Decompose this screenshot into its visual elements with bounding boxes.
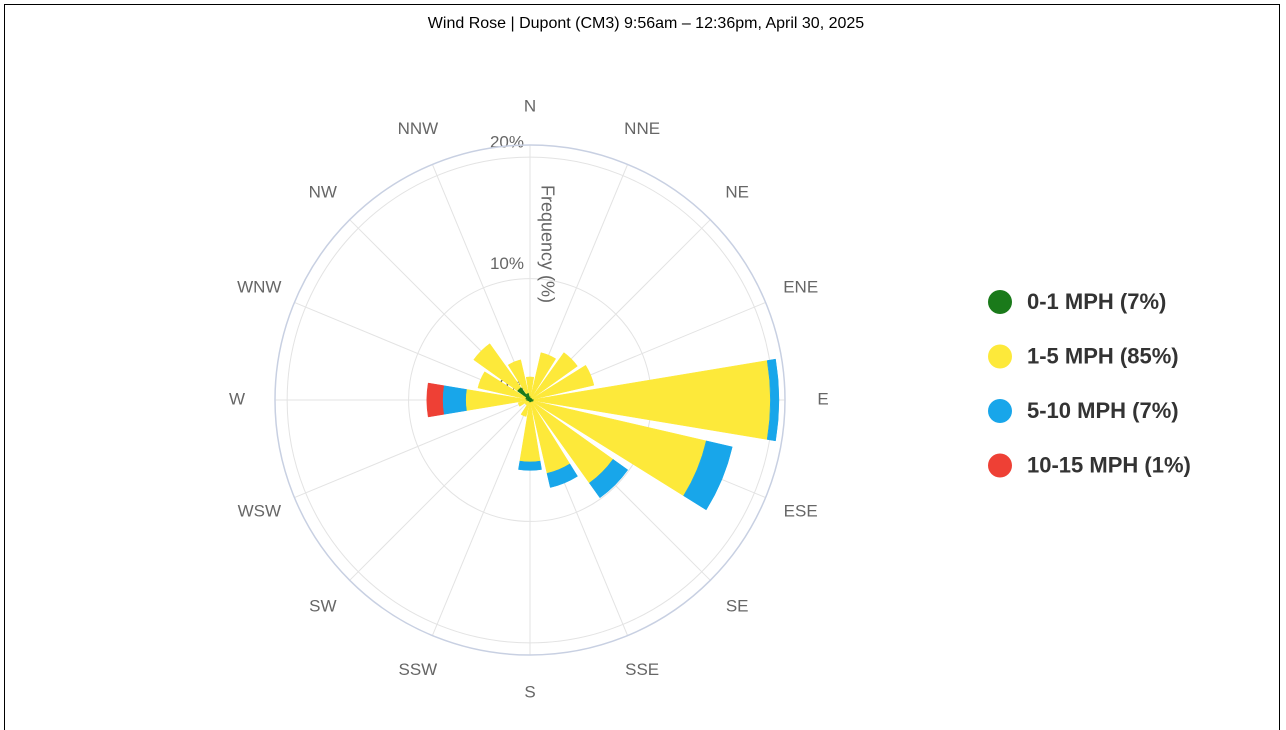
direction-label: WNW bbox=[237, 277, 281, 296]
legend-label: 10-15 MPH (1%) bbox=[1027, 452, 1191, 477]
frame bbox=[4, 4, 1280, 730]
legend-swatch bbox=[988, 399, 1012, 423]
spoke bbox=[431, 399, 531, 636]
direction-label: W bbox=[229, 389, 245, 408]
wedge bbox=[524, 400, 530, 406]
wedge bbox=[520, 401, 530, 417]
wedge bbox=[533, 360, 771, 440]
wedge bbox=[531, 364, 595, 400]
outer-ring bbox=[274, 144, 786, 656]
direction-label: NE bbox=[725, 182, 749, 201]
wedge bbox=[525, 376, 535, 397]
direction-label: SW bbox=[309, 597, 336, 616]
axis-label: Frequency (%) bbox=[537, 185, 557, 303]
wedge bbox=[426, 382, 445, 418]
wedge bbox=[477, 371, 527, 400]
wedge bbox=[507, 359, 529, 395]
r-tick-label: 10% bbox=[490, 254, 524, 273]
legend-label: 5-10 MPH (7%) bbox=[1027, 398, 1179, 423]
wedge bbox=[766, 358, 780, 442]
spoke bbox=[349, 399, 531, 581]
legend-label: 1-5 MPH (85%) bbox=[1027, 343, 1179, 368]
direction-label: SSE bbox=[625, 660, 659, 679]
legend-swatch bbox=[988, 290, 1012, 314]
wedge bbox=[442, 385, 467, 415]
direction-label: ENE bbox=[783, 277, 818, 296]
wedge bbox=[546, 463, 578, 488]
direction-label: NW bbox=[309, 182, 337, 201]
wedge bbox=[518, 460, 542, 471]
wedge bbox=[473, 343, 522, 392]
wedge bbox=[531, 352, 578, 399]
direction-label: SSW bbox=[399, 660, 438, 679]
wedge bbox=[517, 400, 529, 407]
wedge bbox=[530, 352, 557, 399]
direction-label: NNE bbox=[624, 119, 660, 138]
spoke bbox=[294, 399, 531, 499]
legend-label: 0-1 MPH (7%) bbox=[1027, 289, 1166, 314]
direction-label: ESE bbox=[784, 502, 818, 521]
spoke bbox=[431, 164, 531, 401]
direction-label: N bbox=[524, 96, 536, 115]
legend-swatch bbox=[988, 344, 1012, 369]
chart-title: Wind Rose | Dupont (CM3) 9:56am – 12:36p… bbox=[428, 15, 864, 32]
direction-label: S bbox=[524, 682, 535, 701]
r-tick-label: 20% bbox=[490, 133, 524, 152]
direction-label: E bbox=[817, 389, 828, 408]
direction-label: SE bbox=[726, 597, 749, 616]
wedge bbox=[588, 458, 629, 499]
direction-label: WSW bbox=[238, 502, 281, 521]
direction-label: NNW bbox=[398, 119, 439, 138]
legend-swatch bbox=[988, 453, 1012, 478]
